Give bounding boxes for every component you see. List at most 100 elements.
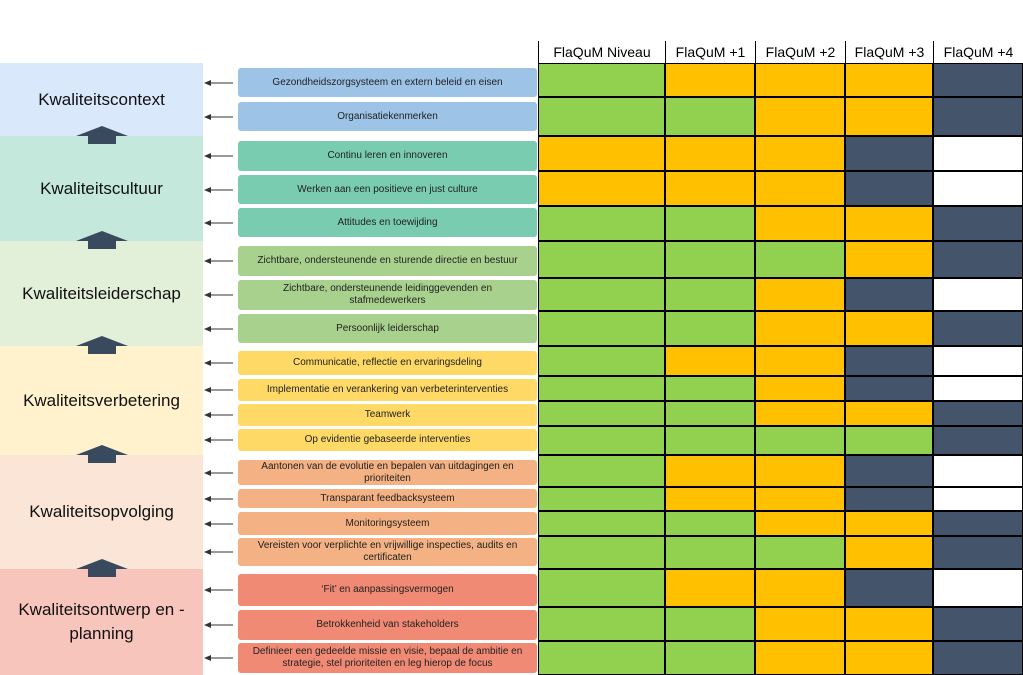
level-cell bbox=[933, 346, 1023, 376]
level-cell bbox=[845, 401, 933, 426]
left-arrow-icon bbox=[204, 387, 233, 393]
level-cell bbox=[665, 311, 755, 346]
dimension-item: Monitoringsysteem bbox=[238, 512, 537, 535]
section-label: Kwaliteitsverbetering bbox=[23, 390, 180, 410]
level-cell bbox=[665, 569, 755, 607]
level-cell bbox=[665, 97, 755, 136]
level-cell bbox=[755, 511, 845, 536]
level-cell bbox=[755, 455, 845, 487]
up-arrow-icon bbox=[76, 126, 128, 144]
level-cell bbox=[665, 511, 755, 536]
section-band bbox=[0, 136, 203, 241]
level-cell bbox=[933, 536, 1023, 569]
level-cell bbox=[538, 346, 665, 376]
level-cell bbox=[933, 569, 1023, 607]
level-cell bbox=[933, 641, 1023, 675]
level-cell bbox=[755, 376, 845, 401]
dimension-item: Transparant feedbacksysteem bbox=[238, 489, 537, 508]
left-arrow-icon bbox=[204, 549, 233, 555]
level-cell bbox=[845, 426, 933, 455]
dimension-item: Betrokkenheid van stakeholders bbox=[238, 610, 537, 640]
level-cell bbox=[755, 171, 845, 206]
level-cell bbox=[665, 278, 755, 311]
level-cell bbox=[665, 171, 755, 206]
level-cell bbox=[538, 536, 665, 569]
level-cell bbox=[845, 171, 933, 206]
dimension-item: Organisatiekenmerken bbox=[238, 102, 537, 131]
level-cell bbox=[845, 206, 933, 241]
section-label: Kwaliteitsleiderschap bbox=[22, 283, 181, 303]
level-cell bbox=[845, 346, 933, 376]
up-arrow-icon bbox=[76, 445, 128, 463]
column-header: FlaQuM +1 bbox=[665, 41, 755, 63]
level-cell bbox=[755, 607, 845, 641]
left-arrow-icon bbox=[204, 655, 233, 661]
level-cell bbox=[665, 426, 755, 455]
dimension-item: Aantonen van de evolutie en bepalen van … bbox=[238, 460, 537, 485]
level-cell bbox=[845, 136, 933, 171]
dimension-item: Zichtbare, ondersteunende en sturende di… bbox=[238, 246, 537, 276]
section-label: Kwaliteitsontwerp en -planning bbox=[18, 600, 185, 643]
level-cell bbox=[755, 206, 845, 241]
column-header: FlaQuM +4 bbox=[933, 41, 1023, 63]
left-arrow-icon bbox=[204, 520, 233, 527]
level-cell bbox=[538, 569, 665, 607]
level-cell bbox=[933, 426, 1023, 455]
level-cell bbox=[845, 607, 933, 641]
left-arrow-icon bbox=[204, 325, 233, 332]
section-label: Kwaliteitscontext bbox=[38, 89, 165, 109]
level-cell bbox=[665, 346, 755, 376]
level-cell bbox=[538, 607, 665, 641]
level-cell bbox=[933, 278, 1023, 311]
left-arrow-icon bbox=[204, 79, 233, 86]
level-cell bbox=[845, 569, 933, 607]
left-arrow-icon bbox=[204, 495, 233, 502]
level-cell bbox=[845, 311, 933, 346]
level-cell bbox=[755, 136, 845, 171]
level-cell bbox=[845, 511, 933, 536]
level-cell bbox=[845, 376, 933, 401]
section-band bbox=[0, 346, 203, 455]
level-cell bbox=[538, 641, 665, 675]
level-cell bbox=[755, 426, 845, 455]
level-cell bbox=[538, 455, 665, 487]
level-cell bbox=[845, 241, 933, 278]
level-cell bbox=[665, 641, 755, 675]
level-cell bbox=[933, 376, 1023, 401]
dimension-item: Werken aan een positieve en just culture bbox=[238, 175, 537, 204]
level-cell bbox=[755, 641, 845, 675]
section-label: Kwaliteitsopvolging bbox=[29, 502, 174, 521]
level-cell bbox=[538, 376, 665, 401]
level-cell bbox=[665, 536, 755, 569]
level-cell bbox=[933, 171, 1023, 206]
left-arrow-icon bbox=[204, 587, 233, 593]
level-cell bbox=[845, 455, 933, 487]
level-cell bbox=[538, 511, 665, 536]
level-cell bbox=[933, 311, 1023, 346]
level-cell bbox=[665, 487, 755, 511]
section-label: Kwaliteitscultuur bbox=[40, 178, 163, 198]
left-arrow-icon bbox=[204, 469, 233, 476]
level-cell bbox=[845, 63, 933, 97]
left-arrow-icon bbox=[204, 258, 233, 264]
level-cell bbox=[538, 401, 665, 426]
left-arrow-icon bbox=[204, 622, 233, 628]
level-cell bbox=[538, 278, 665, 311]
level-cell bbox=[933, 206, 1023, 241]
level-cell bbox=[538, 241, 665, 278]
level-cell bbox=[665, 607, 755, 641]
level-cell bbox=[538, 311, 665, 346]
level-cell bbox=[538, 206, 665, 241]
dimension-item: Vereisten voor verplichte en vrijwillige… bbox=[238, 538, 537, 566]
left-arrow-icon bbox=[204, 437, 233, 443]
level-cell bbox=[665, 63, 755, 97]
left-arrow-icon bbox=[204, 186, 233, 193]
level-cell bbox=[933, 241, 1023, 278]
level-cell bbox=[755, 569, 845, 607]
dimension-item: Definieer een gedeelde missie en visie, … bbox=[238, 643, 537, 673]
column-header: FlaQuM +2 bbox=[755, 41, 845, 63]
dimension-item: Attitudes en toewijding bbox=[238, 208, 537, 237]
up-arrow-icon bbox=[76, 231, 128, 249]
left-arrow-icon bbox=[204, 113, 233, 120]
up-arrow-icon bbox=[76, 336, 128, 354]
